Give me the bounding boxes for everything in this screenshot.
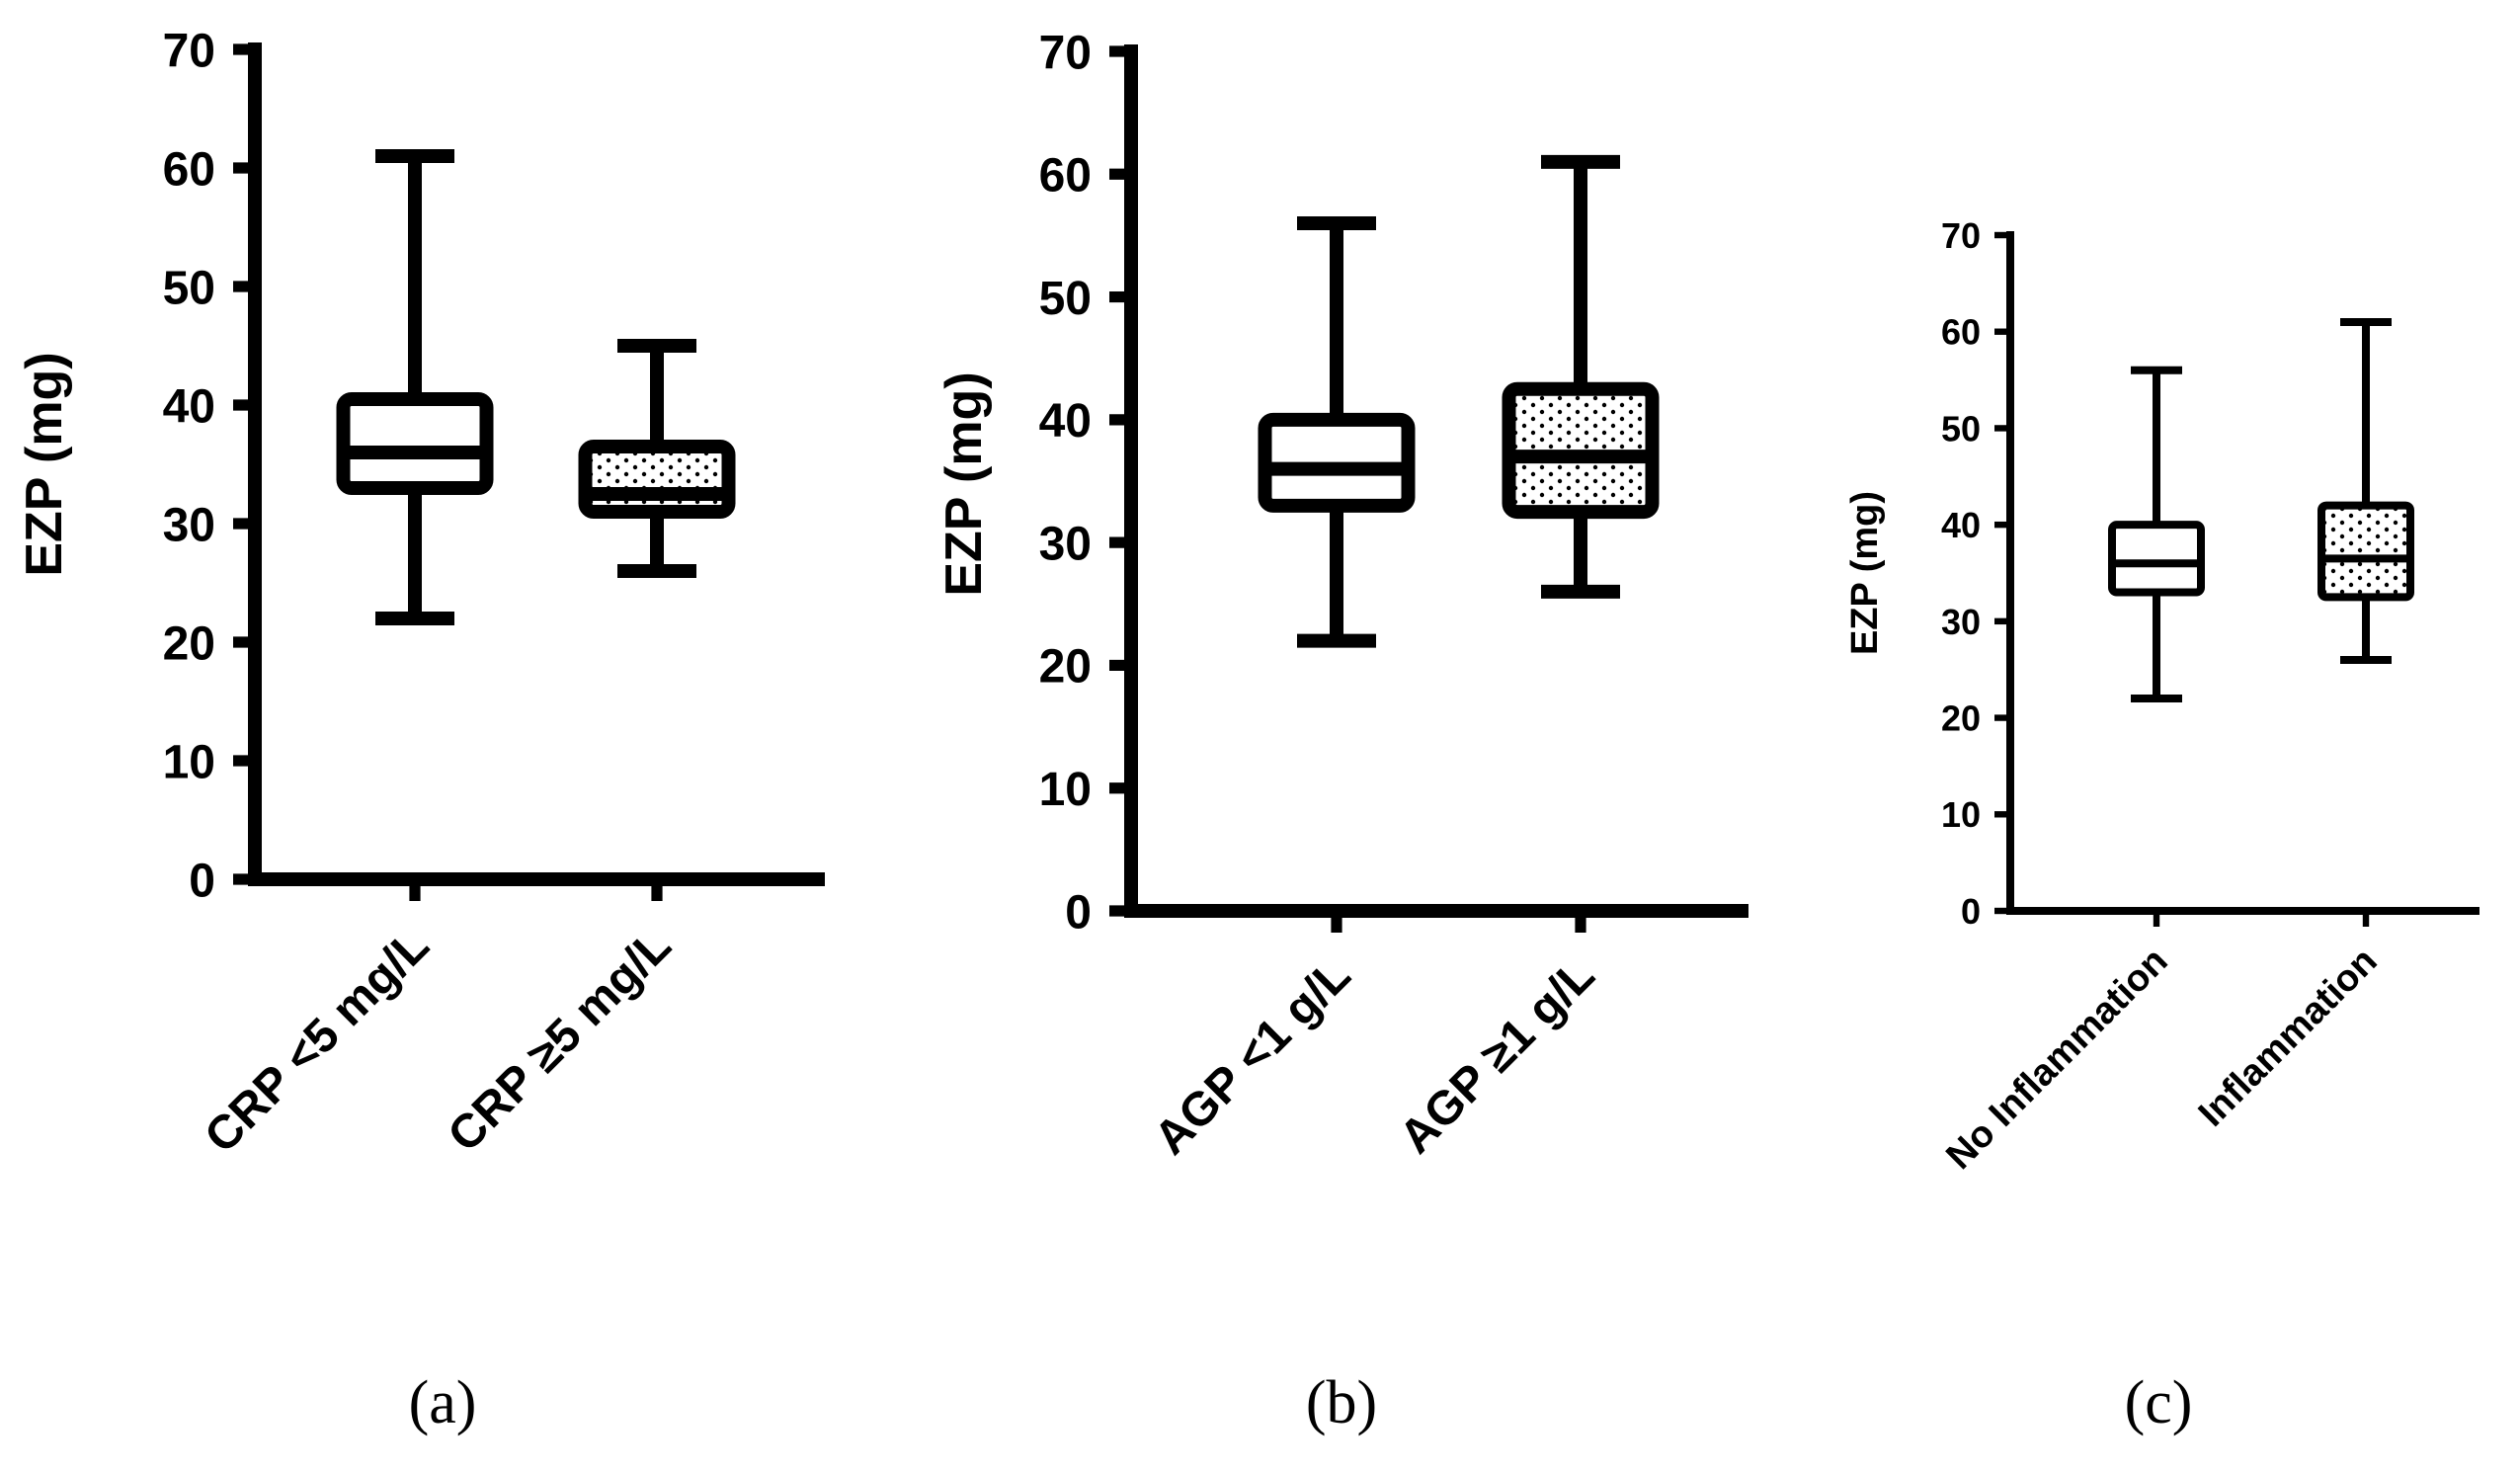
y-tick-label: 0 xyxy=(189,855,215,907)
category-label: Inflammation xyxy=(2191,941,2386,1135)
y-tick-label: 20 xyxy=(163,617,215,670)
y-tick-label: 70 xyxy=(1941,215,1981,256)
y-axis-title: EZP (mg) xyxy=(1844,491,1886,655)
y-tick-label: 30 xyxy=(1941,602,1981,642)
category-label: CRP <5 mg/L xyxy=(195,919,439,1163)
y-tick-label: 60 xyxy=(163,143,215,196)
panel-label: (c) xyxy=(2125,1369,2193,1436)
y-tick-label: 50 xyxy=(163,262,215,314)
y-tick-label: 70 xyxy=(1039,27,1092,79)
y-tick-label: 60 xyxy=(1941,312,1981,353)
y-tick-label: 40 xyxy=(163,380,215,433)
y-tick-label: 0 xyxy=(1961,891,1981,932)
category-label: AGP <1 g/L xyxy=(1145,948,1361,1165)
y-tick-label: 0 xyxy=(1065,886,1092,939)
y-tick-label: 20 xyxy=(1941,698,1981,739)
y-axis-title: EZP (mg) xyxy=(935,371,993,596)
iqr-box xyxy=(2108,521,2205,597)
y-tick-label: 60 xyxy=(1039,150,1092,203)
y-tick-label: 30 xyxy=(1039,518,1092,570)
category-label: CRP ≥5 mg/L xyxy=(439,919,682,1162)
y-tick-label: 70 xyxy=(163,25,215,77)
y-tick-label: 10 xyxy=(1941,794,1981,835)
panel-b: 0 10 20 30 40 50 60 70 EZP (mg) AGP <1 g/L AGP ≥1 … xyxy=(935,27,1748,1436)
y-tick-label: 50 xyxy=(1941,408,1981,449)
iqr-box xyxy=(578,440,736,519)
y-tick-label: 30 xyxy=(163,499,215,551)
y-tick-label: 10 xyxy=(1039,764,1092,816)
y-tick-label: 10 xyxy=(163,736,215,788)
panel-label: (b) xyxy=(1306,1369,1377,1436)
iqr-box xyxy=(336,392,494,495)
iqr-box xyxy=(2317,501,2414,602)
y-tick-label: 20 xyxy=(1039,641,1092,694)
panel-label: (a) xyxy=(409,1369,477,1436)
category-label: No Inflammation xyxy=(1938,941,2175,1178)
y-tick-label: 40 xyxy=(1941,505,1981,545)
category-label: AGP ≥1 g/L xyxy=(1390,948,1605,1164)
y-tick-label: 50 xyxy=(1039,273,1092,325)
y-axis-title: EZP (mg) xyxy=(16,352,73,576)
y-tick-label: 40 xyxy=(1039,395,1092,448)
panel-a: 0 10 20 30 40 50 60 70 EZP (mg) CRP <5 mg/L CRP ≥5… xyxy=(16,25,825,1436)
panel-c: 0 10 20 30 40 50 60 70 EZP (mg) No Inflammation In… xyxy=(1844,215,2479,1436)
